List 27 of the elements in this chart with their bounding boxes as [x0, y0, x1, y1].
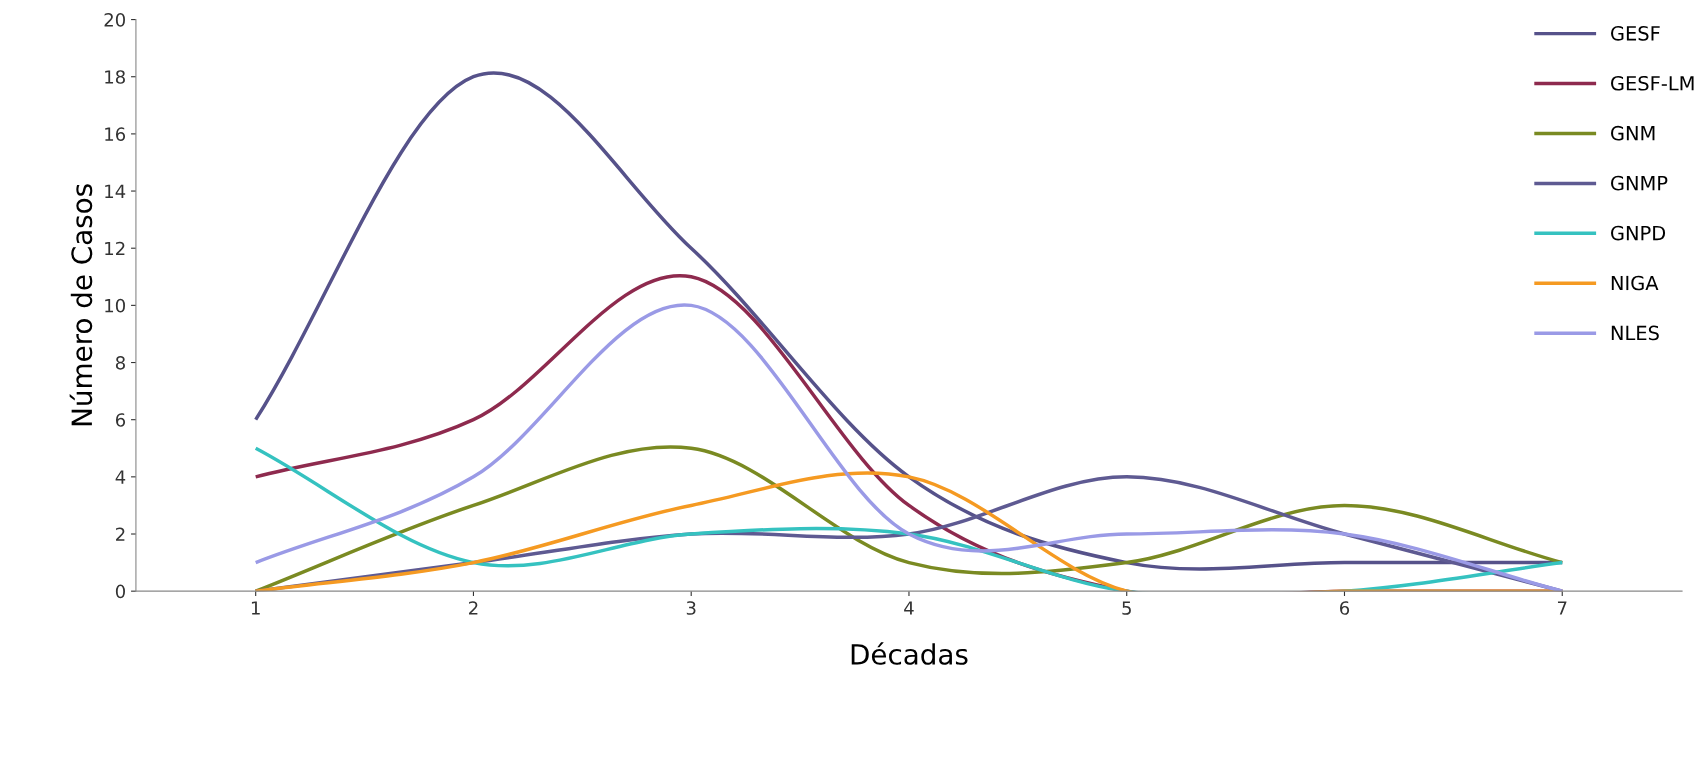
- x-tick-label: 2: [469, 601, 478, 615]
- y-tick-label: 2: [116, 527, 125, 541]
- x-tick-label: 7: [1557, 601, 1567, 615]
- y-tick-label: 10: [105, 298, 125, 313]
- legend-label: NLES: [1611, 325, 1659, 341]
- x-tick-label: 1: [251, 601, 260, 615]
- y-tick-label: 20: [104, 13, 125, 27]
- legend-label: GNM: [1611, 125, 1655, 141]
- y-tick-label: 18: [105, 70, 125, 84]
- legend-label: NIGA: [1611, 275, 1659, 291]
- legend-label: GNMP: [1611, 175, 1668, 191]
- legend-label: GESF: [1611, 25, 1660, 41]
- y-tick-label: 8: [115, 355, 125, 370]
- legend-label: GNPD: [1611, 225, 1666, 241]
- x-tick-label: 6: [1340, 601, 1350, 615]
- y-tick-label: 14: [105, 184, 126, 198]
- y-axis-title: Número de Casos: [69, 184, 93, 426]
- y-tick-label: 16: [105, 127, 126, 142]
- y-tick-label: 4: [115, 470, 126, 484]
- y-tick-label: 12: [105, 241, 125, 256]
- y-tick-label: 0: [115, 584, 125, 599]
- x-tick-label: 3: [686, 601, 696, 615]
- x-tick-label: 5: [1122, 601, 1131, 615]
- y-tick-label: 6: [115, 413, 126, 427]
- x-tick-label: 4: [904, 601, 914, 615]
- legend-label: GESF-LM: [1611, 75, 1694, 91]
- x-axis-title: Décadas: [851, 642, 968, 665]
